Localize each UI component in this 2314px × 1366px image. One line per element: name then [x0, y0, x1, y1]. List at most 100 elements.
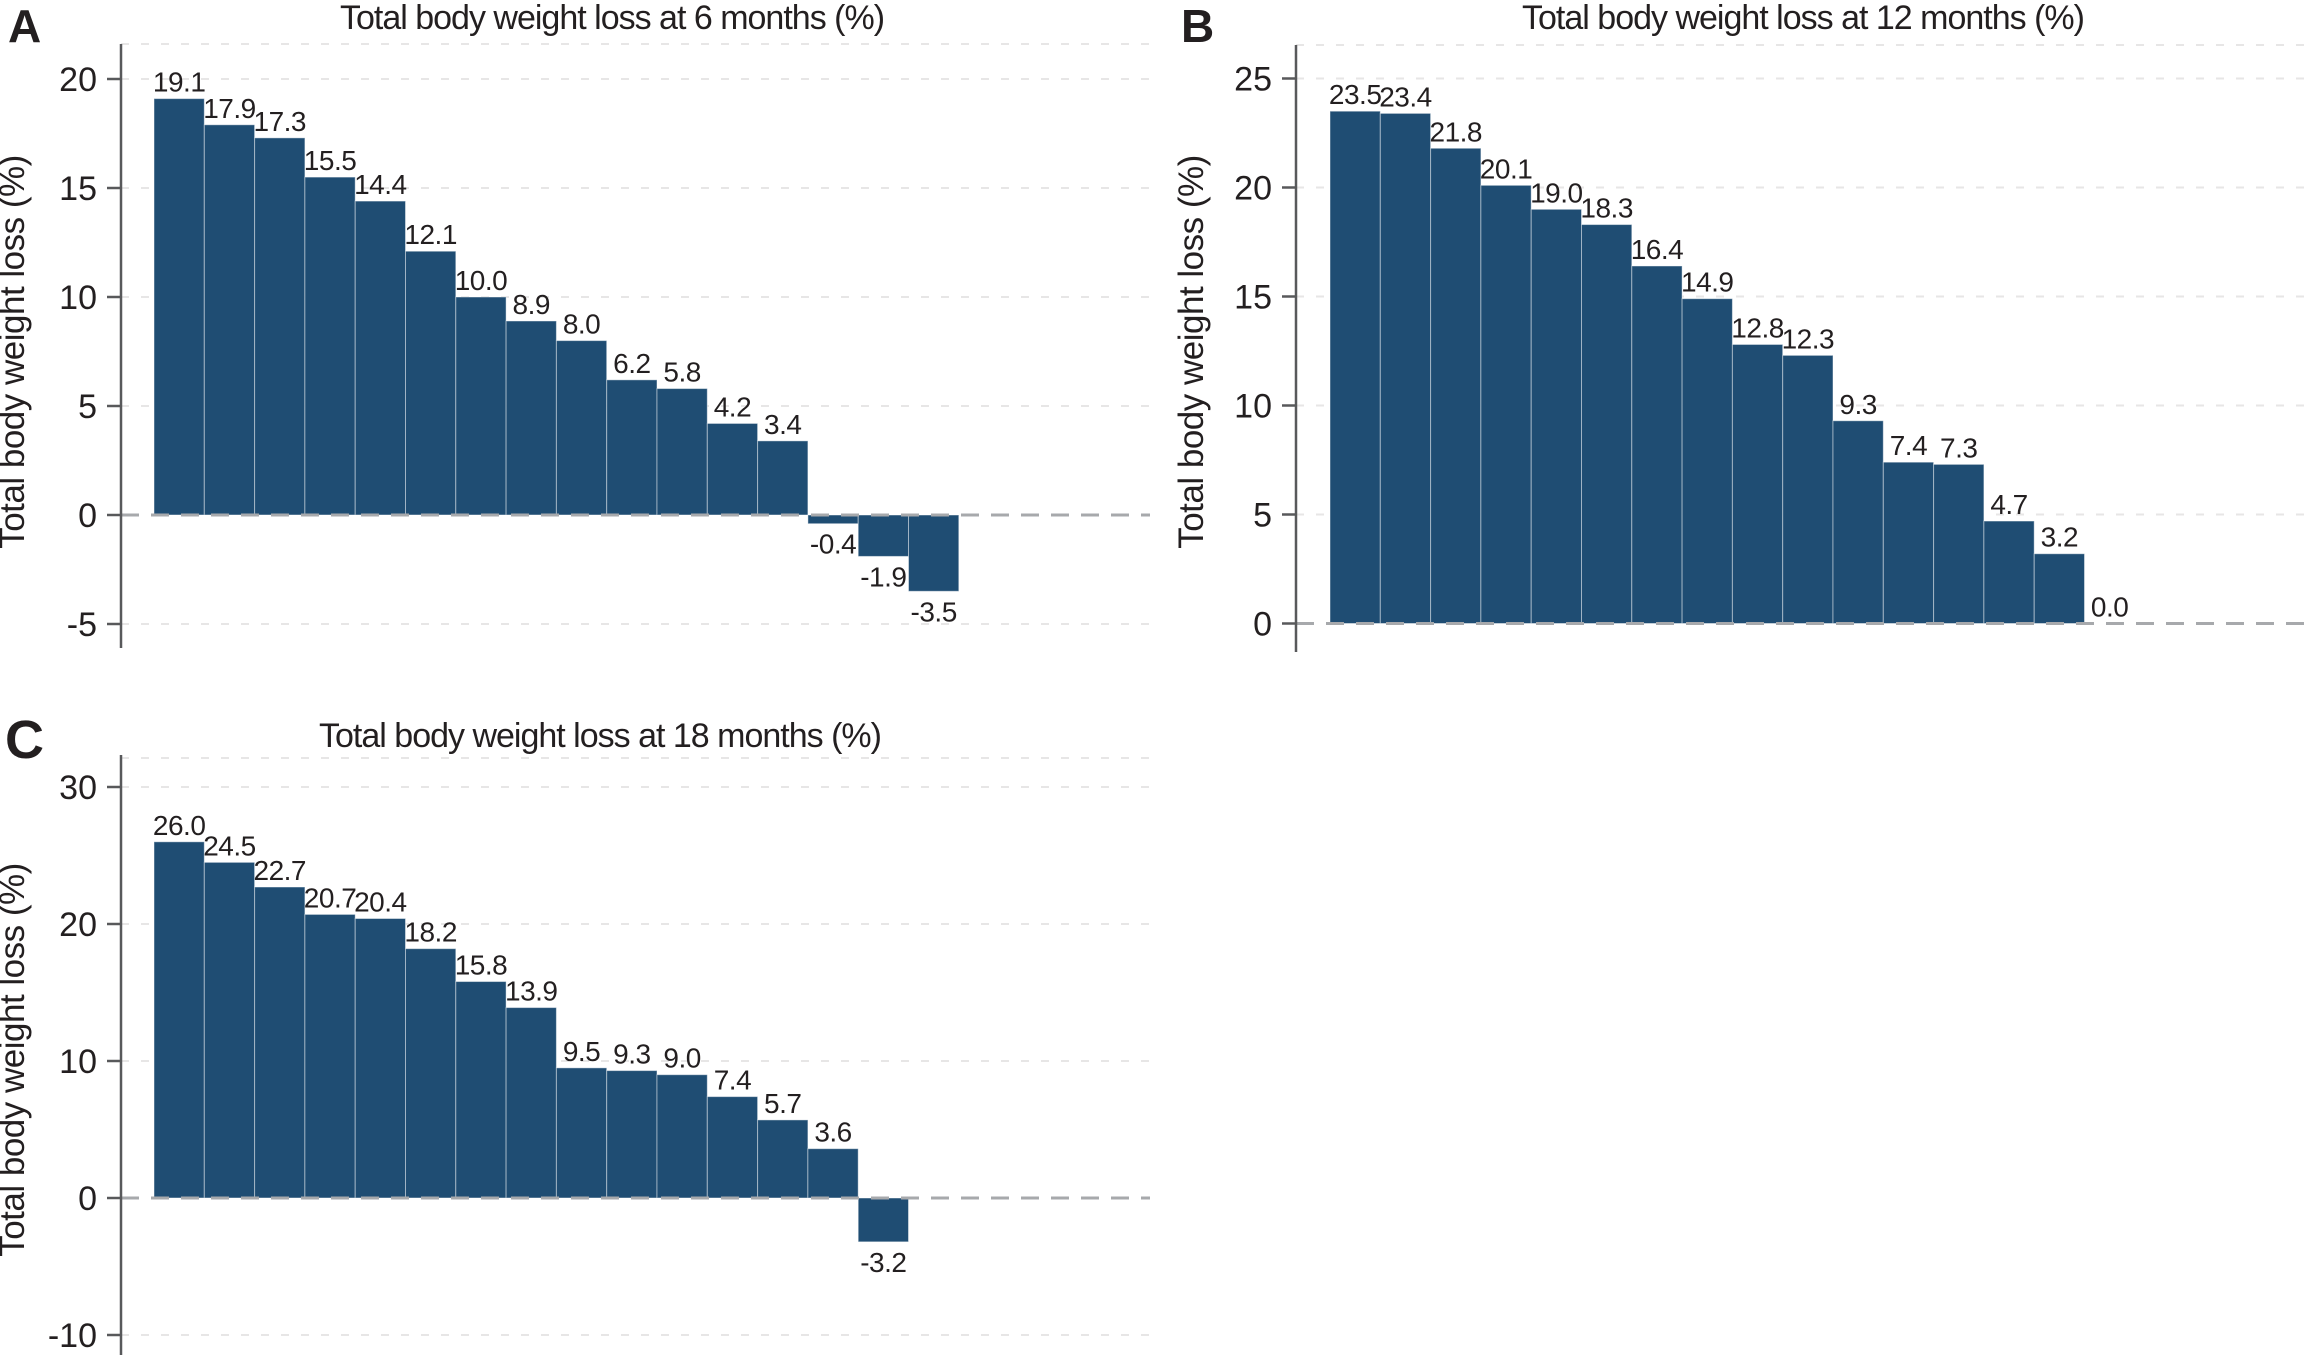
bar-value-label: 13.9 — [505, 976, 558, 1007]
bar — [153, 841, 205, 1199]
bar-value-label: 9.0 — [663, 1043, 700, 1074]
y-tick-label: 20 — [59, 906, 97, 944]
y-tick-label: 10 — [59, 279, 97, 317]
y-tick-label: 15 — [59, 170, 97, 208]
bar — [1430, 147, 1482, 624]
bar-value-label: 22.7 — [254, 855, 307, 886]
bar — [2033, 553, 2086, 624]
bar — [203, 861, 256, 1199]
bar-value-label: 12.8 — [1731, 312, 1784, 343]
bar-value-label: 15.8 — [455, 950, 508, 981]
panel-a-title: Total body weight loss at 6 months (%) — [340, 0, 884, 37]
bar-value-label: 7.4 — [1890, 430, 1927, 461]
bar — [1581, 224, 1633, 624]
bar-value-label: 12.1 — [404, 219, 457, 250]
bar — [254, 886, 306, 1199]
panel-b-title: Total body weight loss at 12 months (%) — [1522, 0, 2084, 37]
bar-value-label: 23.4 — [1379, 81, 1432, 112]
bar — [304, 913, 356, 1199]
bar-value-label: 0.0 — [2091, 592, 2128, 623]
bar-value-label: 16.4 — [1631, 234, 1684, 265]
bar — [555, 1067, 608, 1199]
bar-value-label: 8.0 — [563, 309, 600, 340]
plot-area-c: 30 20 10 0 -10 26.024.522.720.720.418.215.813… — [48, 755, 1150, 1355]
bar-value-label: 6.2 — [613, 348, 650, 379]
bar-value-label: 26.0 — [153, 810, 206, 841]
bar-value-label: 14.9 — [1681, 267, 1734, 298]
bar-value-label: 5.7 — [764, 1088, 801, 1119]
plot-area-b: 25 20 15 10 5 0 23.523.4 21.8 20.119.018.3 16.414… — [1234, 44, 2310, 652]
bar — [1731, 343, 1784, 624]
bar — [656, 1074, 708, 1199]
bar-value-label: -0.4 — [810, 529, 856, 560]
bar-value-label: 18.2 — [404, 917, 457, 948]
panel-b-ylabel: Total body weight loss (%) — [1172, 155, 1211, 549]
y-tick-label: 0 — [1253, 606, 1272, 644]
panel-c-ylabel: Total body weight loss (%) — [0, 863, 32, 1257]
bar — [405, 250, 457, 516]
bar — [606, 1070, 658, 1199]
bar-value-label: 19.0 — [1530, 177, 1583, 208]
bar — [857, 1197, 910, 1243]
bar — [1329, 110, 1381, 624]
bar — [908, 514, 960, 592]
panel-b-chart: 25 20 15 10 5 0 23.523.4 21.8 20.119.018.3 16.414… — [1172, 0, 2310, 652]
y-tick-label: 20 — [1234, 170, 1272, 208]
bar-value-label: 24.5 — [203, 830, 256, 861]
bar — [757, 440, 809, 516]
bar — [1681, 298, 1733, 624]
y-tick-label: 20 — [59, 61, 97, 99]
bar — [807, 1148, 859, 1199]
bar-value-label: 20.1 — [1480, 153, 1533, 184]
bar-value-label: 4.2 — [714, 391, 751, 422]
bar — [505, 1007, 557, 1199]
bar — [203, 124, 256, 516]
bar — [706, 422, 759, 516]
bar-value-label: 21.8 — [1430, 116, 1483, 147]
bar — [455, 296, 507, 516]
y-tick-label: 30 — [59, 769, 97, 807]
bar-value-label: 20.4 — [354, 887, 407, 918]
bar-value-label: 14.4 — [354, 169, 407, 200]
bar-value-label: 17.9 — [203, 93, 256, 124]
bar — [1832, 420, 1884, 625]
bar — [606, 379, 658, 516]
bar — [354, 200, 407, 516]
y-tick-label: 15 — [1234, 279, 1272, 317]
bar-value-label: 7.4 — [714, 1065, 751, 1096]
bar — [1882, 461, 1935, 624]
bar-value-label: 20.7 — [304, 882, 357, 913]
bar — [304, 176, 356, 516]
panel-c-letter: C — [5, 710, 44, 770]
bar — [455, 981, 507, 1199]
bar-value-label: 19.1 — [153, 67, 206, 98]
bar — [254, 137, 306, 516]
bar-value-label: -3.5 — [911, 596, 957, 627]
bar — [1480, 184, 1532, 624]
y-tick-label: 10 — [1234, 388, 1272, 426]
panel-b-letter: B — [1181, 0, 1214, 52]
bar — [405, 948, 457, 1199]
bar — [1530, 208, 1583, 625]
bar — [706, 1096, 759, 1199]
y-tick-label: 0 — [78, 1180, 97, 1218]
bar-value-label: 15.5 — [304, 145, 357, 176]
panel-c-title: Total body weight loss at 18 months (%) — [319, 717, 881, 755]
bar-value-label: 3.4 — [764, 409, 801, 440]
bar — [555, 340, 608, 516]
panel-c-chart: 30 20 10 0 -10 26.024.522.720.720.418.215.813… — [0, 710, 1150, 1355]
plot-area-a: 20151050-519.117.917.315.514.412.110.08.… — [59, 43, 1150, 648]
bar-value-label: -3.2 — [860, 1247, 906, 1278]
bar-value-label: 23.5 — [1329, 79, 1382, 110]
bar — [1631, 265, 1683, 624]
bar-value-label: 9.5 — [563, 1036, 600, 1067]
y-tick-label: 0 — [78, 497, 97, 535]
bar-value-label: 5.8 — [663, 357, 700, 388]
bar — [1379, 112, 1432, 624]
bar — [1983, 520, 2035, 624]
bar-value-label: 3.6 — [814, 1117, 851, 1148]
bar-value-label: 3.2 — [2041, 522, 2078, 553]
bar-value-label: 4.7 — [1990, 489, 2027, 520]
bar-value-label: 9.3 — [1839, 389, 1876, 420]
